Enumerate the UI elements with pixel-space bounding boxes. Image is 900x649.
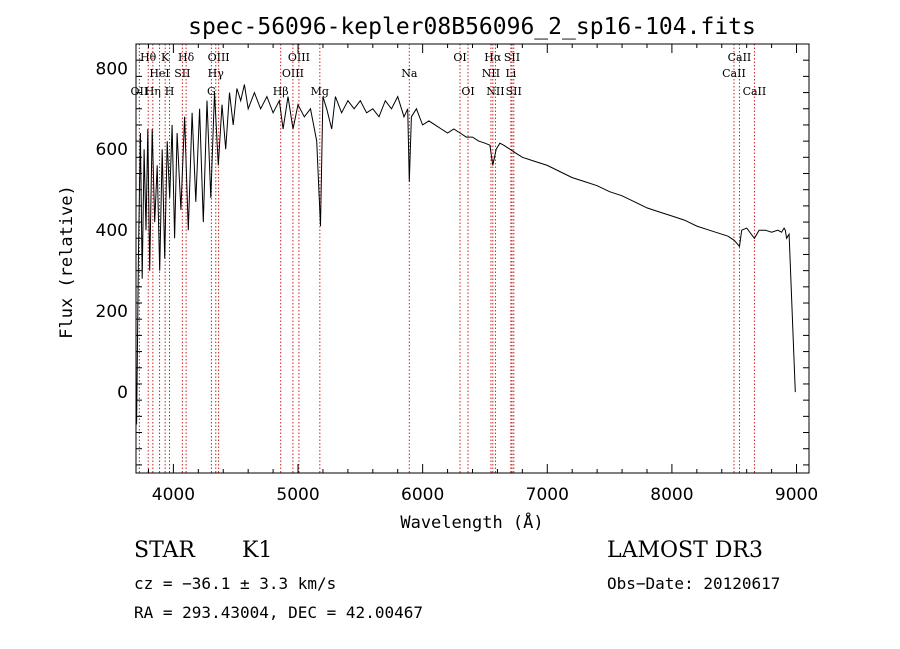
redshift-velocity: cz = −36.1 ± 3.3 km/s [134, 574, 337, 593]
spectrum-line [136, 84, 796, 425]
y-tick-label: 600 [96, 140, 128, 160]
line-label-7: Hδ [178, 51, 195, 64]
x-tick-label: 4000 [152, 485, 195, 505]
line-label-4: HeI [149, 67, 169, 80]
line-label-23: SII [506, 85, 522, 98]
line-label-26: CaII [743, 85, 767, 98]
y-tick-label: 400 [96, 221, 128, 241]
line-label-18: Hα [484, 51, 502, 64]
line-label-9: Hγ [208, 67, 225, 80]
y-tick-label: 800 [96, 59, 128, 79]
line-label-10: G [207, 85, 216, 98]
survey-name: LAMOST DR3 [607, 538, 763, 563]
line-label-6: SII [174, 67, 190, 80]
line-label-2: Hη [145, 85, 161, 98]
x-tick-label: 7000 [526, 485, 569, 505]
line-label-11: OIII [288, 51, 310, 64]
line-label-17: OI [461, 85, 474, 98]
y-axis-ticks: 0 200 400 600 800 [96, 59, 809, 466]
observation-date: Obs−Date: 20120617 [607, 574, 781, 593]
line-label-5: H [165, 85, 175, 98]
line-label-12: OIII [282, 67, 304, 80]
line-label-1: OII [131, 85, 149, 98]
line-label-13: Hβ [273, 85, 289, 98]
object-class: STAR [134, 538, 195, 563]
x-tick-label: 9000 [775, 485, 818, 505]
x-tick-label: 6000 [401, 485, 444, 505]
line-label-21: Li [505, 67, 516, 80]
x-tick-label: 8000 [650, 485, 693, 505]
chart-title: spec-56096-kepler08B56096_2_sp16-104.fit… [188, 14, 756, 40]
x-axis-ticks: 4000 5000 6000 7000 8000 9000 [147, 44, 818, 505]
line-label-19: SII [504, 51, 520, 64]
line-label-25: CaII [722, 67, 746, 80]
line-label-14: Mg [311, 85, 329, 98]
y-tick-label: 200 [96, 302, 128, 322]
object-subclass: K1 [242, 538, 273, 563]
sky-coordinates: RA = 293.43004, DEC = 42.00467 [134, 603, 423, 622]
line-label-20: NII [482, 67, 500, 80]
plot-frame [135, 43, 810, 474]
line-label-22: NII [486, 85, 504, 98]
line-label-24: CaII [728, 51, 752, 64]
line-label-0: Hθ [140, 51, 157, 64]
y-tick-label: 0 [117, 383, 128, 403]
y-axis-label: Flux (relative) [57, 185, 77, 339]
x-tick-label: 5000 [276, 485, 319, 505]
emission-line-markers [138, 44, 755, 473]
line-label-15: Na [401, 67, 418, 80]
line-label-3: K [161, 51, 170, 64]
line-label-8: OIII [208, 51, 230, 64]
x-axis-label: Wavelength (Å) [400, 511, 543, 533]
line-label-16: OI [453, 51, 466, 64]
